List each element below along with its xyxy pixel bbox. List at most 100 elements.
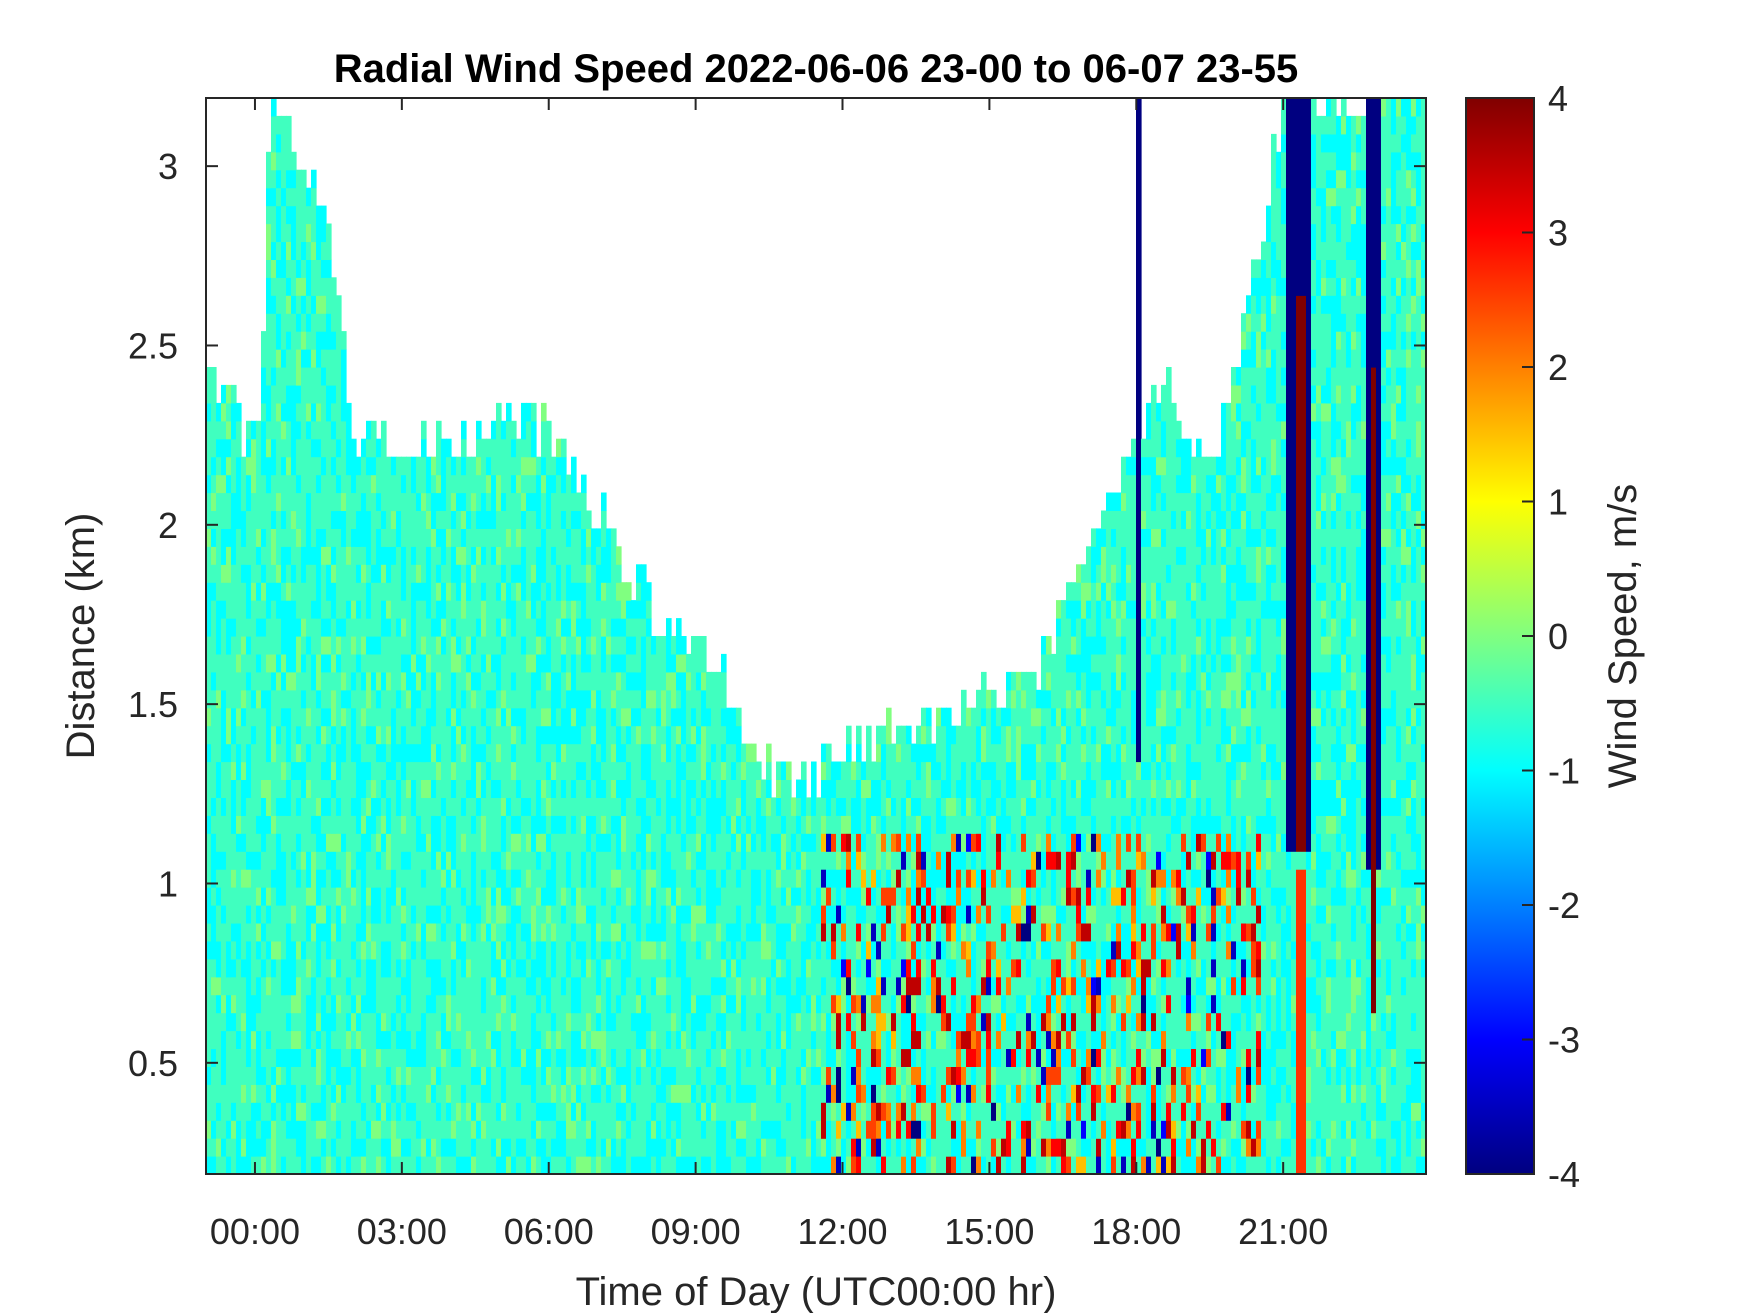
heatmap-cell [501, 564, 507, 583]
heatmap-cell [646, 1066, 652, 1121]
heatmap-cell [976, 1030, 982, 1067]
heatmap-cell [276, 582, 282, 619]
heatmap-cell [551, 905, 557, 924]
heatmap-cell [1061, 1102, 1067, 1139]
heatmap-cell [541, 636, 547, 655]
heatmap-cell [276, 402, 282, 422]
heatmap-cell [321, 743, 327, 763]
heatmap-cell [306, 438, 312, 494]
heatmap-cell [366, 922, 372, 942]
heatmap-cell [386, 1066, 392, 1085]
heatmap-cell [1126, 1120, 1132, 1139]
heatmap-cell [511, 600, 517, 637]
heatmap-cell [631, 1030, 637, 1103]
heatmap-cell [471, 636, 477, 655]
heatmap-cell [681, 1084, 687, 1103]
heatmap-cell [381, 851, 387, 942]
heatmap-cell [386, 797, 392, 834]
heatmap-cell [501, 905, 507, 924]
heatmap-cell [1186, 1030, 1192, 1049]
heatmap-cell [421, 689, 427, 727]
heatmap-cell [336, 833, 342, 852]
heatmap-cell [831, 1066, 837, 1085]
heatmap-cell [516, 976, 522, 1049]
heatmap-cell [376, 761, 382, 798]
heatmap-cell [396, 1066, 402, 1085]
heatmap-cell [991, 940, 997, 960]
heatmap-cell [831, 1084, 837, 1103]
heatmap-cell [786, 1156, 792, 1174]
heatmap-cell [311, 1102, 317, 1121]
heatmap-cell [421, 1066, 427, 1139]
heatmap-cell [391, 707, 397, 780]
heatmap-cell [211, 905, 217, 960]
heatmap-cell [1041, 1030, 1047, 1049]
heatmap-cell [881, 905, 887, 924]
heatmap-cell [1161, 492, 1167, 511]
heatmap-cell [931, 1012, 937, 1032]
heatmap-cell [1086, 707, 1092, 763]
heatmap-cell [1106, 1048, 1112, 1067]
heatmap-cell [1111, 582, 1117, 601]
heatmap-cell [261, 851, 267, 888]
heatmap-cell [1081, 940, 1087, 960]
heatmap-cell [1286, 1030, 1292, 1085]
heatmap-cell [491, 869, 497, 888]
heatmap-cell [961, 887, 967, 924]
heatmap-cell [1146, 1048, 1152, 1067]
heatmap-cell [316, 1084, 322, 1103]
heatmap-cell [651, 994, 657, 1032]
heatmap-cell [936, 905, 942, 942]
heatmap-cell [446, 922, 452, 996]
heatmap-cell [1071, 1120, 1077, 1139]
heatmap-cell [706, 671, 712, 709]
heatmap-cell [1166, 1102, 1172, 1121]
heatmap-cell [1181, 546, 1187, 565]
heatmap-cell [776, 815, 782, 834]
heatmap-cell [1221, 510, 1227, 529]
heatmap-cell [366, 958, 372, 1014]
heatmap-cell [1086, 994, 1092, 1014]
heatmap-cell [581, 671, 587, 691]
heatmap-cell [1046, 761, 1052, 798]
heatmap-cell [541, 653, 547, 673]
heatmap-cell [336, 958, 342, 978]
heatmap-cell [626, 689, 632, 709]
heatmap-cell [1041, 905, 1047, 924]
heatmap-cell [1106, 797, 1112, 834]
heatmap-cell [391, 1030, 397, 1085]
heatmap-cell [331, 725, 337, 745]
heatmap-cell [1301, 851, 1307, 870]
heatmap-cell [1121, 743, 1127, 763]
heatmap-cell [216, 600, 222, 655]
heatmap-cell [371, 743, 377, 781]
heatmap-cell [526, 600, 532, 619]
heatmap-cell [506, 582, 512, 619]
heatmap-cell [631, 922, 637, 1014]
heatmap-cell [241, 1030, 247, 1085]
heatmap-cell [1031, 743, 1037, 781]
heatmap-cell [1291, 1012, 1297, 1032]
heatmap-cell [896, 887, 902, 906]
heatmap-cell [266, 905, 272, 924]
heatmap-cell [241, 725, 247, 763]
heatmap-cell [1256, 1084, 1262, 1121]
heatmap-cell [731, 743, 737, 763]
heatmap-cell [326, 259, 332, 278]
heatmap-cell [911, 1012, 917, 1032]
heatmap-cell [1071, 887, 1077, 906]
heatmap-cell [356, 922, 362, 942]
heatmap-cell [486, 671, 492, 691]
heatmap-cell [261, 474, 267, 529]
heatmap-cell [586, 1120, 592, 1139]
heatmap-cell [1236, 420, 1242, 440]
heatmap-cell [361, 1120, 367, 1139]
heatmap-cell [671, 1156, 677, 1174]
heatmap-cell [606, 1102, 612, 1139]
heatmap-cell [1256, 815, 1262, 834]
heatmap-cell [926, 905, 932, 924]
heatmap-cell [976, 869, 982, 888]
heatmap-cell [421, 600, 427, 637]
heatmap-cell [1171, 689, 1177, 727]
heatmap-cell [1086, 833, 1092, 852]
